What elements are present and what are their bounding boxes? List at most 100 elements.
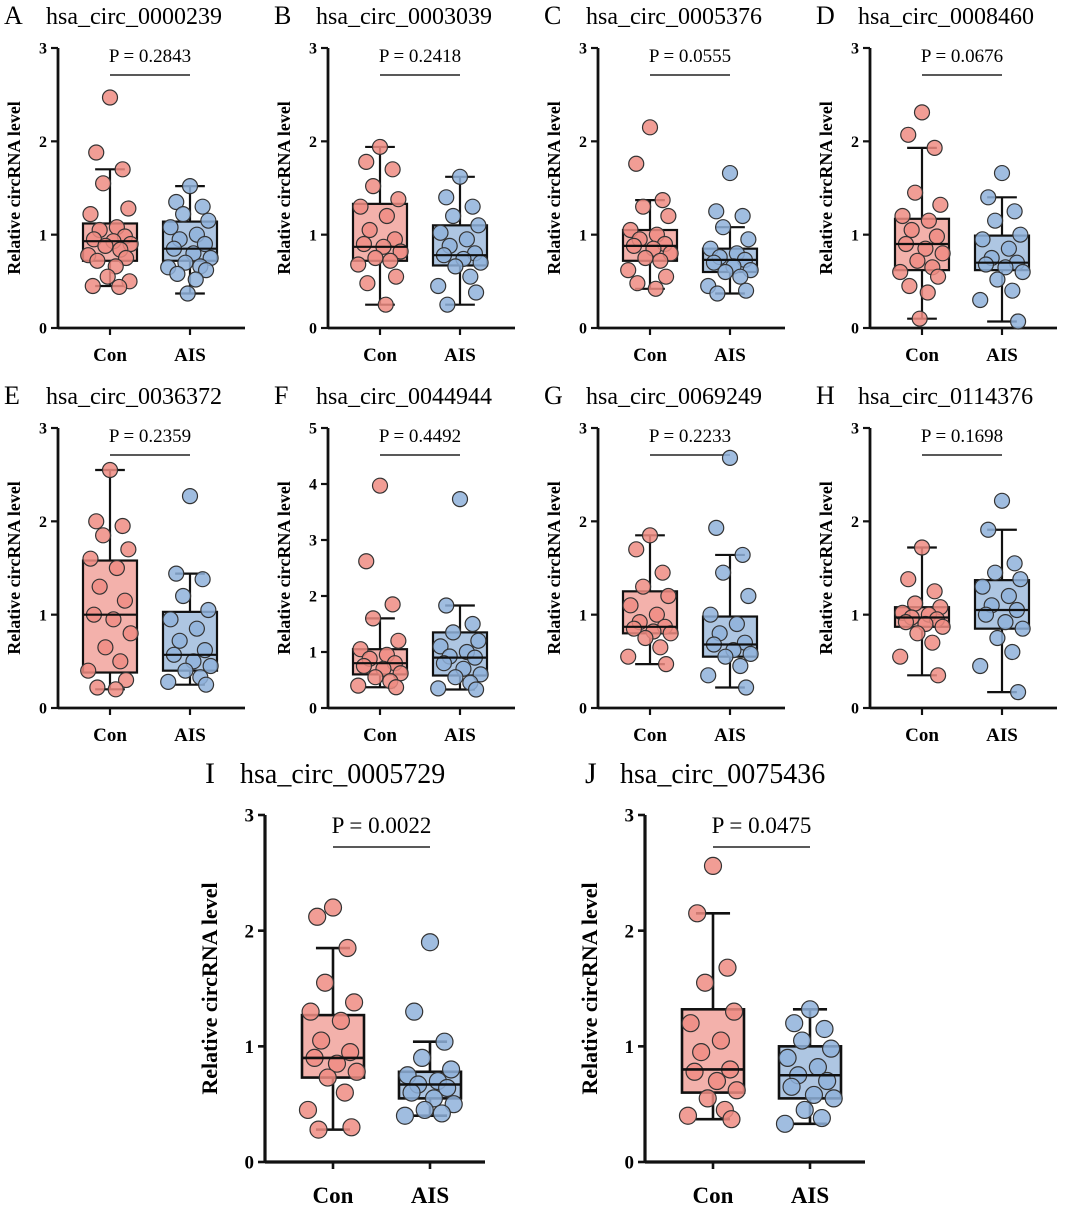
data-point (323, 898, 343, 917)
data-point (721, 164, 739, 182)
data-point (695, 973, 715, 992)
data-point (732, 657, 749, 675)
data-point (934, 618, 951, 635)
data-point (993, 164, 1011, 182)
data-point (384, 596, 401, 613)
y-axis-label: Relative circRNA level (816, 481, 836, 655)
x-tick-label: AIS (174, 345, 206, 366)
y-axis-label: Relative circRNA level (544, 101, 564, 275)
panel-letter: E (4, 381, 20, 410)
y-tick-label: 2 (39, 134, 47, 151)
data-point (467, 284, 485, 301)
data-point (660, 207, 677, 225)
data-point (458, 231, 475, 248)
panel-letter: J (585, 757, 597, 790)
data-point (91, 578, 108, 595)
data-point (472, 254, 489, 271)
data-point (641, 119, 659, 136)
data-point (737, 282, 755, 299)
x-tick-label: Con (93, 725, 127, 746)
data-point (382, 252, 399, 269)
data-point (654, 564, 671, 581)
y-tick-label: 2 (625, 921, 635, 942)
data-point (464, 615, 481, 633)
data-point (122, 625, 139, 642)
data-point (387, 679, 405, 696)
data-point (439, 296, 456, 313)
data-point (335, 1083, 354, 1102)
data-point (177, 662, 194, 679)
data-point (648, 606, 665, 623)
p-value-label: P = 0.0676 (921, 46, 1003, 67)
data-point (470, 217, 487, 234)
y-tick-label: 1 (851, 227, 859, 244)
data-point (795, 1100, 814, 1120)
data-point (637, 629, 654, 647)
data-point (462, 268, 479, 285)
data-point (197, 676, 215, 693)
data-point (740, 231, 757, 248)
y-axis-label: Relative circRNA level (544, 481, 564, 655)
data-point (692, 1043, 711, 1062)
p-value-label: P = 0.2359 (109, 426, 191, 447)
data-point (987, 564, 1004, 581)
x-tick-label: Con (93, 345, 127, 366)
y-axis-label: Relative circRNA level (4, 481, 24, 655)
data-point (717, 648, 734, 665)
panel-title: hsa_circ_0114376 (858, 384, 1033, 410)
data-point (657, 268, 675, 285)
y-tick-label: 1 (851, 607, 859, 624)
data-point (678, 1106, 698, 1125)
data-point (972, 657, 989, 675)
y-tick-label: 0 (851, 321, 859, 338)
data-point (177, 254, 194, 271)
data-point (929, 667, 947, 684)
x-tick-label: Con (363, 725, 397, 746)
data-point (367, 249, 384, 267)
y-axis-label: Relative circRNA level (4, 101, 24, 275)
data-point (647, 280, 664, 297)
y-tick-label: 0 (309, 321, 317, 338)
data-point (84, 277, 101, 295)
data-point (111, 278, 128, 296)
x-tick-label: Con (693, 1183, 734, 1208)
data-point (101, 89, 119, 106)
data-point (707, 1071, 727, 1091)
data-point (432, 224, 449, 241)
data-point (924, 634, 941, 651)
data-point (88, 513, 105, 530)
data-point (82, 206, 99, 223)
data-point (365, 610, 382, 627)
data-point (361, 221, 378, 239)
x-tick-label: Con (905, 345, 939, 366)
panel-title: hsa_circ_0044944 (316, 384, 492, 410)
data-point (350, 677, 367, 694)
box-group-con: Con (892, 539, 951, 746)
y-tick-label: 0 (309, 701, 317, 718)
data-point (82, 550, 99, 567)
data-point (622, 597, 639, 614)
x-tick-label: Con (905, 725, 939, 746)
data-point (1006, 555, 1023, 572)
data-point (821, 1039, 841, 1058)
x-tick-label: AIS (411, 1183, 449, 1208)
data-point (920, 212, 937, 229)
data-point (1009, 313, 1027, 330)
y-tick-label: 3 (39, 421, 47, 438)
box-group-con: Con (298, 898, 366, 1208)
y-tick-label: 0 (625, 1153, 635, 1174)
data-point (892, 263, 909, 281)
data-point (1009, 684, 1027, 701)
data-point (685, 1062, 704, 1081)
data-point (358, 553, 375, 570)
data-point (355, 657, 373, 675)
p-value-label: P = 0.1698 (921, 426, 1003, 447)
y-tick-label: 1 (579, 607, 587, 624)
x-tick-label: AIS (444, 725, 476, 746)
data-point (438, 189, 455, 206)
y-tick-label: 2 (851, 134, 859, 151)
